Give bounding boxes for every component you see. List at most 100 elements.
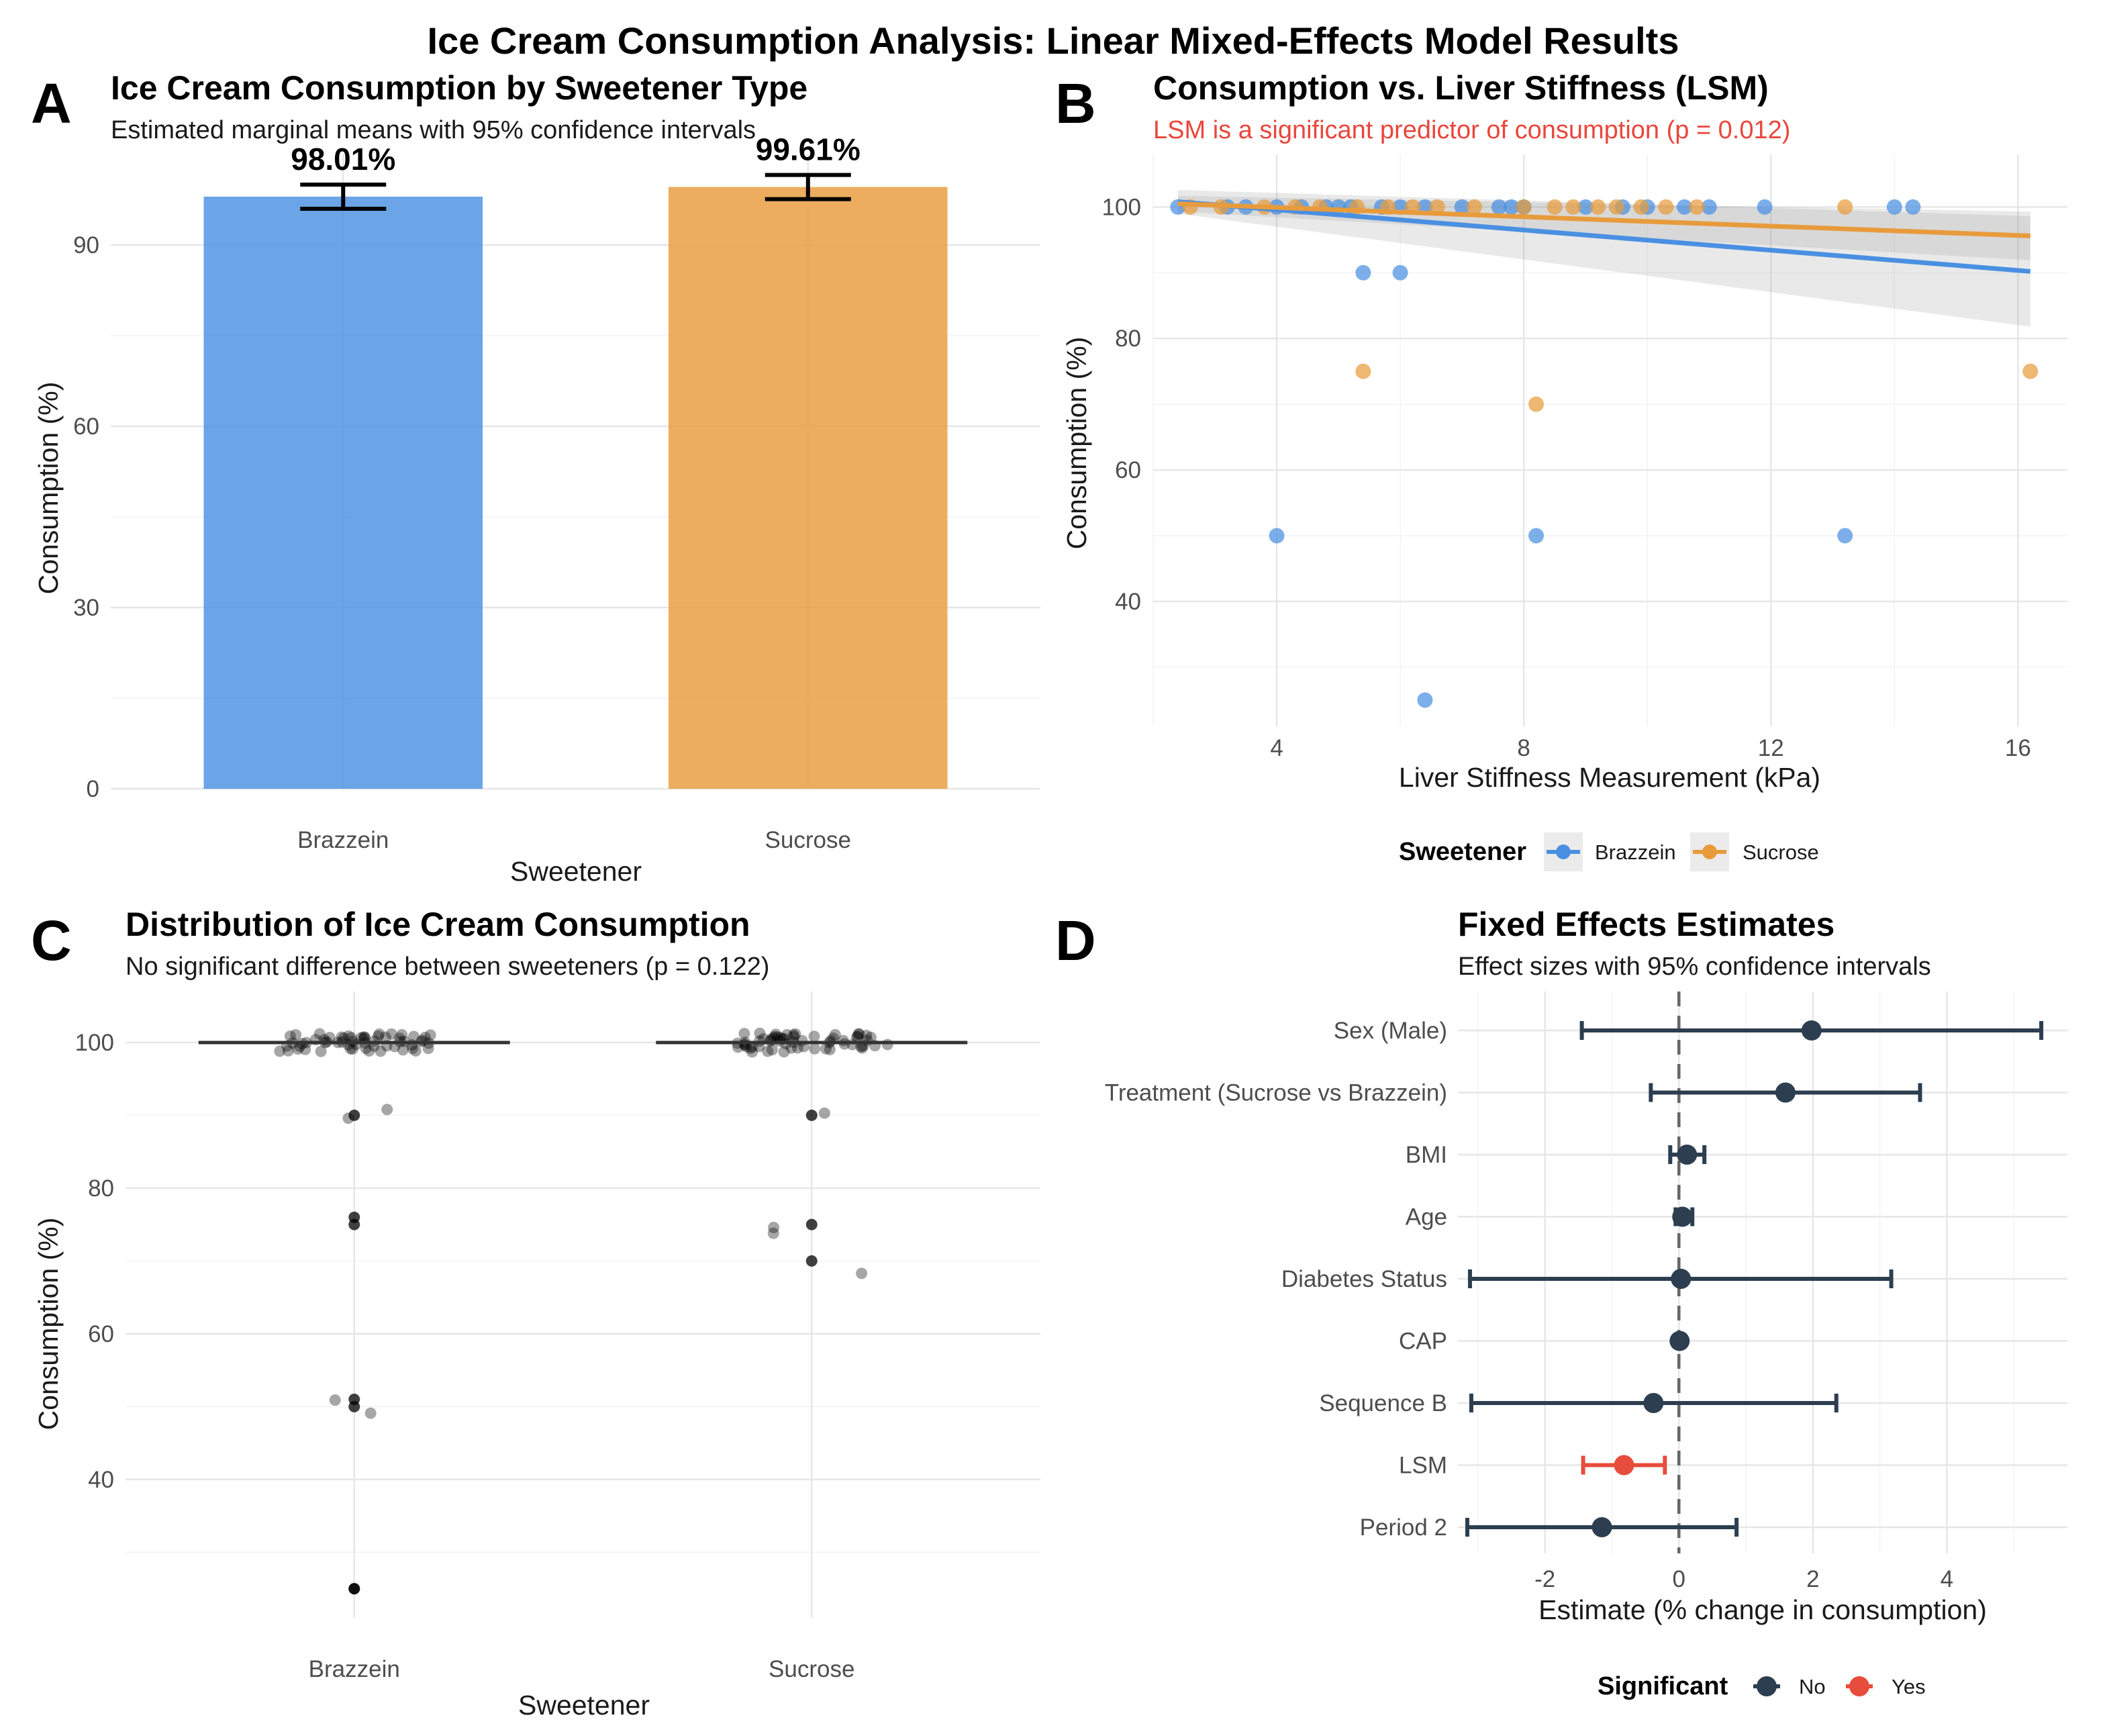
jitter-point: [746, 1046, 758, 1058]
panel-c-y-axis-label: Consumption (%): [33, 1218, 64, 1431]
jitter-point: [409, 1045, 422, 1057]
legend-label-yes: Yes: [1892, 1675, 1926, 1698]
data-point-brazzein: [1392, 264, 1408, 281]
jitter-point: [292, 1043, 304, 1055]
legend-dot-brazzein: [1556, 845, 1571, 859]
panel-d-marks: [1465, 992, 2044, 1553]
jitter-point: [769, 1030, 781, 1043]
jitter-point: [805, 1218, 818, 1231]
y-tick-label: 60: [1115, 457, 1141, 483]
panel-d-subtitle: Effect sizes with 95% confidence interva…: [1458, 953, 1931, 981]
jitter-point: [363, 1045, 375, 1057]
panel-b-legend-title: Sweetener: [1399, 838, 1526, 866]
panel-c-grid: [126, 992, 1040, 1618]
jitter-point: [791, 1042, 803, 1054]
jitter-point: [284, 1030, 296, 1043]
x-tick-label: Sucrose: [765, 827, 851, 853]
y-tick-label: Age: [1406, 1204, 1447, 1231]
jitter-point: [348, 1109, 360, 1121]
y-tick-label: BMI: [1406, 1142, 1447, 1168]
panel-tag-b: B: [1055, 72, 1096, 135]
legend-item-brazzein: Brazzein: [1544, 832, 1676, 871]
y-tick-label: 40: [88, 1467, 114, 1493]
data-point-brazzein: [1886, 199, 1902, 215]
y-tick-label: 30: [73, 595, 99, 621]
jitter-point: [344, 1043, 356, 1055]
data-point-brazzein: [1504, 199, 1520, 215]
jitter-point: [856, 1042, 868, 1054]
panel-d-title: Fixed Effects Estimates: [1458, 906, 1834, 943]
jitter-point: [375, 1045, 387, 1057]
jitter-point: [397, 1044, 409, 1056]
panel-tag-c: C: [31, 909, 72, 972]
jitter-point: [805, 1109, 818, 1121]
jitter-point: [336, 1031, 348, 1043]
jitter-point: [355, 1032, 367, 1044]
panel-c-marks: [198, 1027, 968, 1595]
panel-b: B Consumption vs. Liver Stiffness (LSM) …: [1055, 69, 2067, 871]
data-point-brazzein: [1417, 692, 1433, 708]
x-tick-label: 12: [1758, 735, 1784, 761]
x-tick-label: Brazzein: [309, 1656, 400, 1682]
jitter-point: [348, 1583, 360, 1595]
data-point-sucrose: [1658, 199, 1674, 215]
panel-b-x-axis-label: Liver Stiffness Measurement (kPa): [1399, 762, 1820, 793]
jitter-point: [778, 1046, 790, 1058]
figure-title: Ice Cream Consumption Analysis: Linear M…: [427, 19, 1679, 62]
jitter-point: [829, 1028, 841, 1041]
jitter-point: [379, 1031, 391, 1043]
panel-d-ticks: -2 0 2 4 Sex (Male) Treatment (Sucrose vs Bra…: [1105, 1018, 1953, 1592]
legend-label-sucrose: Sucrose: [1743, 840, 1819, 864]
jitter-point: [762, 1045, 774, 1057]
legend-label-brazzein: Brazzein: [1595, 840, 1676, 864]
estimate-point: [1643, 1393, 1664, 1413]
jitter-point: [768, 1222, 780, 1234]
jitter-point: [424, 1029, 436, 1041]
data-point-sucrose: [1689, 199, 1705, 215]
jitter-point: [732, 1041, 744, 1053]
y-tick-label: CAP: [1399, 1329, 1447, 1355]
panel-c-ticks: 40 60 80 100 Brazzein Sucrose: [75, 1030, 855, 1682]
data-point-brazzein: [1676, 199, 1692, 215]
data-point-brazzein: [1757, 199, 1773, 215]
jitter-point: [324, 1032, 336, 1044]
jitter-point: [407, 1043, 419, 1055]
jitter-point: [422, 1043, 434, 1055]
jitter-point: [738, 1039, 750, 1051]
bar-brazzein: [203, 196, 483, 789]
panel-a-subtitle: Estimated marginal means with 95% confid…: [111, 116, 756, 144]
y-tick-label: 80: [88, 1175, 114, 1202]
data-point-sucrose: [1608, 199, 1624, 215]
panel-a-x-axis-label: Sweetener: [510, 856, 642, 887]
trend-line-brazzein: [1177, 199, 2031, 274]
estimate-point: [1669, 1331, 1690, 1351]
jitter-point: [808, 1030, 820, 1043]
y-tick-label: Period 2: [1360, 1514, 1447, 1541]
panel-a-marks: 98.01% 99.61%: [203, 132, 948, 789]
panel-d-grid: [1458, 992, 2067, 1553]
x-tick-label: 8: [1517, 735, 1530, 761]
panel-b-title: Consumption vs. Liver Stiffness (LSM): [1153, 69, 1769, 107]
jitter-point: [881, 1039, 893, 1051]
jitter-point: [851, 1031, 863, 1043]
panel-b-ticks: 4 8 12 16 40 60 80 100: [1102, 194, 2031, 761]
jitter-point: [313, 1028, 326, 1040]
jitter-point: [408, 1030, 420, 1043]
x-tick-label: 4: [1270, 735, 1283, 761]
data-point-brazzein: [1269, 528, 1285, 544]
jitter-point: [818, 1107, 830, 1119]
data-point-brazzein: [1355, 264, 1371, 281]
data-point-brazzein: [1837, 528, 1853, 544]
legend-dot-sucrose: [1702, 845, 1717, 859]
jitter-point: [771, 1031, 783, 1043]
jitter-point: [350, 1039, 362, 1051]
estimate-point: [1672, 1206, 1693, 1227]
jitter-point: [766, 1044, 778, 1056]
jitter-point: [865, 1031, 877, 1043]
panel-a: A Ice Cream Consumption by Sweetener Typ…: [31, 69, 1040, 887]
jitter-point: [738, 1028, 750, 1040]
panel-a-ticks: 0 30 60 90 Brazzein Sucrose: [73, 232, 851, 853]
jitter-point: [820, 1043, 832, 1055]
jitter-point: [754, 1027, 766, 1039]
jitter-point: [396, 1028, 408, 1041]
